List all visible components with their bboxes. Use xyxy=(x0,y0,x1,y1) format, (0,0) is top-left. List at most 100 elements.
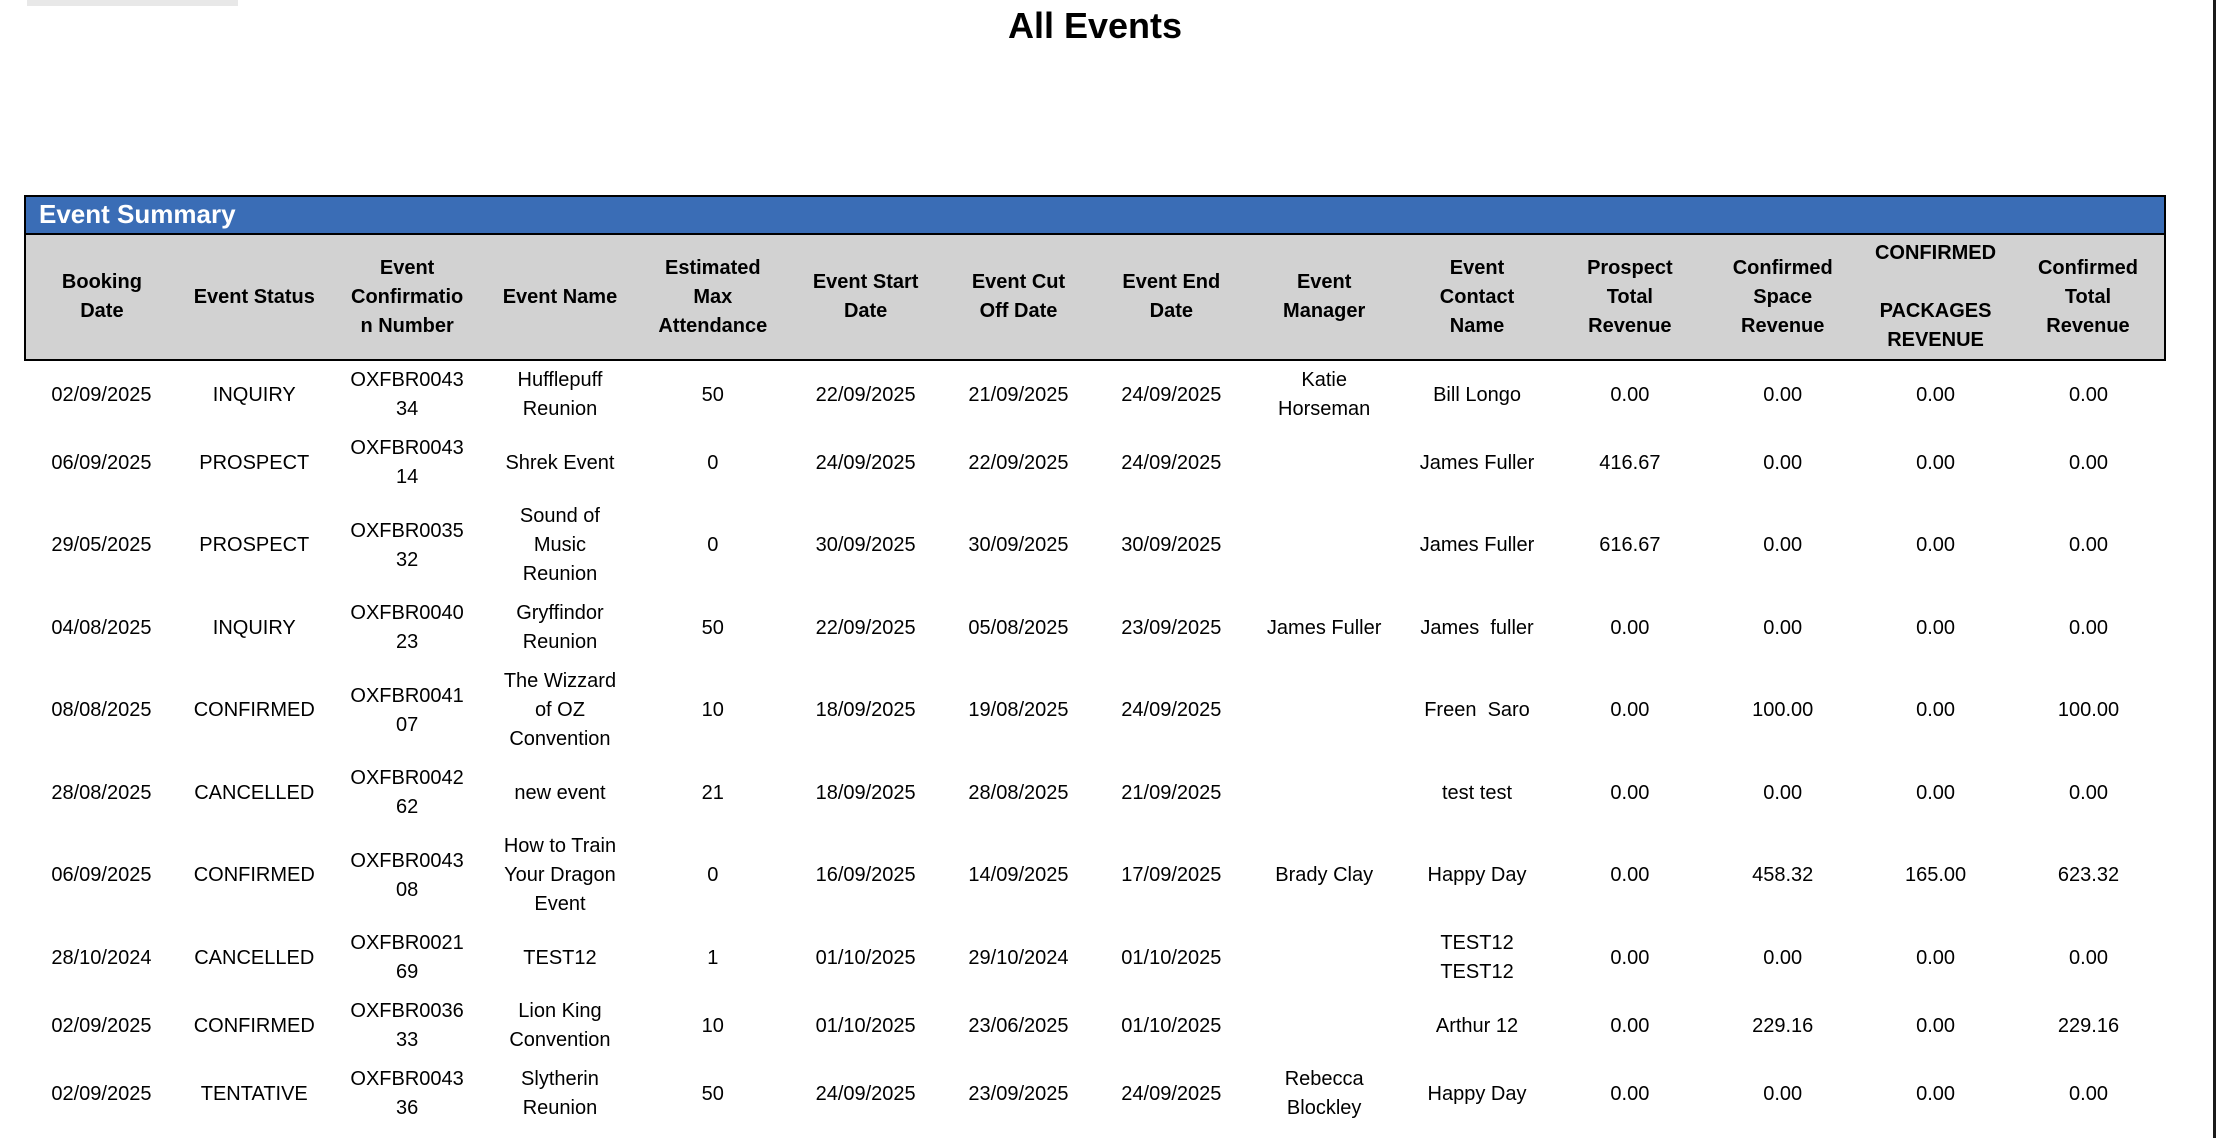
cell-confirmed_total: 229.16 xyxy=(2057,1014,2120,1037)
cell-confirmation_number: OXFBR0043 14 xyxy=(350,437,464,488)
cell-confirmation_number: OXFBR0035 32 xyxy=(350,519,464,571)
cell-confirmation_number: OXFBR0021 69 xyxy=(350,932,464,983)
cell-event_status: CONFIRMED xyxy=(193,864,315,886)
cell-confirmed_packages: 0.00 xyxy=(1916,451,1956,474)
cell-prospect_total: 0.00 xyxy=(1610,1014,1650,1037)
cell-prospect_total: 0.00 xyxy=(1610,699,1650,721)
cell-manager xyxy=(1248,662,1401,759)
cell-prospect_total: 0.00 xyxy=(1610,383,1650,406)
cell-confirmed_packages: 0.00 xyxy=(1916,781,1956,804)
event-summary-header-bar: Event Summary xyxy=(24,195,2166,235)
cell-confirmed_total: 0.00 xyxy=(2069,781,2108,804)
cell-booking_date: 28/10/2024 xyxy=(51,946,152,969)
column-header-booking_date: Booking Date xyxy=(24,235,178,361)
cell-attendance: 10 xyxy=(701,699,724,721)
column-header-event_name: Event Name xyxy=(483,235,637,361)
cell-contact: Freen Saro xyxy=(1424,699,1530,721)
cell-cutoff_date: 22/09/2025 xyxy=(968,451,1069,474)
cell-attendance: 10 xyxy=(701,1014,724,1037)
cell-end_date: 24/09/2025 xyxy=(1121,451,1222,474)
cell-booking_date: 06/09/2025 xyxy=(51,451,152,474)
cell-cutoff_date: 21/09/2025 xyxy=(968,383,1069,406)
cell-confirmed_packages: 165.00 xyxy=(1904,864,1967,886)
table-row: 28/10/2024 CANCELLED OXFBR0021 69 TEST12 1 01… xyxy=(25,924,2165,992)
cell-prospect_total: 0.00 xyxy=(1610,946,1650,969)
events-table: Booking Date Event Status Event Confirmati… xyxy=(24,235,2167,1128)
cell-confirmed_space: 458.32 xyxy=(1752,864,1814,886)
cell-confirmed_packages: 0.00 xyxy=(1916,1082,1956,1105)
cell-confirmed_space: 100.00 xyxy=(1752,699,1814,721)
page-title: All Events xyxy=(1007,5,1183,46)
cell-confirmed_total: 0.00 xyxy=(2069,383,2108,406)
cell-confirmed_space: 0.00 xyxy=(1763,383,1803,406)
cell-manager: James Fuller xyxy=(1266,616,1382,639)
cell-confirmed_packages: 0.00 xyxy=(1916,383,1956,406)
cell-event_name: Hufflepuff Reunion xyxy=(517,369,603,420)
column-header-prospect_total: Prospect Total Revenue xyxy=(1553,235,1707,361)
column-header-confirmation_number: Event Confirmatio n Number xyxy=(330,235,484,361)
column-header-attendance: Estimated Max Attendance xyxy=(636,235,790,361)
cell-event_name: Shrek Event xyxy=(505,451,615,474)
cell-confirmed_space: 0.00 xyxy=(1763,1082,1803,1105)
cell-event_status: CANCELLED xyxy=(194,781,315,804)
table-row: 06/09/2025 PROSPECT OXFBR0043 14 Shrek Even… xyxy=(25,429,2165,497)
cell-confirmation_number: OXFBR0041 07 xyxy=(350,684,464,736)
cell-cutoff_date: 23/06/2025 xyxy=(968,1014,1069,1037)
cell-confirmation_number: OXFBR0036 33 xyxy=(350,1000,464,1051)
cell-event_status: PROSPECT xyxy=(199,534,310,556)
cell-event_status: PROSPECT xyxy=(199,451,310,474)
cell-confirmed_space: 0.00 xyxy=(1763,451,1803,474)
cell-contact: James Fuller xyxy=(1419,451,1535,474)
top-scrollbar-remnant xyxy=(27,0,238,6)
cell-cutoff_date: 23/09/2025 xyxy=(968,1082,1069,1105)
column-header-event_status: Event Status xyxy=(177,235,331,361)
cell-event_status: TENTATIVE xyxy=(200,1082,308,1105)
cell-start_date: 01/10/2025 xyxy=(815,1014,916,1037)
cell-confirmation_number: OXFBR0042 62 xyxy=(350,767,464,818)
header-row: Booking Date Event Status Event Confirmati… xyxy=(24,235,2167,361)
cell-event_status: CONFIRMED xyxy=(193,699,315,721)
column-header-confirmed_space: Confirmed Space Revenue xyxy=(1706,235,1860,361)
cell-manager: Rebecca Blockley xyxy=(1284,1068,1364,1119)
cell-confirmed_packages: 0.00 xyxy=(1916,946,1956,969)
cell-contact: Happy Day xyxy=(1427,864,1527,886)
cell-attendance: 0 xyxy=(707,534,719,556)
cell-booking_date: 28/08/2025 xyxy=(51,781,152,804)
cell-end_date: 24/09/2025 xyxy=(1121,383,1222,406)
table-row: 02/09/2025 CONFIRMED OXFBR0036 33 Lion King… xyxy=(25,992,2165,1060)
cell-event_status: INQUIRY xyxy=(212,616,296,639)
cell-confirmed_packages: 0.00 xyxy=(1916,616,1956,639)
cell-attendance: 0 xyxy=(707,451,719,474)
cell-contact: Arthur 12 xyxy=(1435,1014,1519,1037)
cell-prospect_total: 0.00 xyxy=(1610,781,1650,804)
cell-confirmed_total: 0.00 xyxy=(2069,946,2108,969)
cell-prospect_total: 0.00 xyxy=(1610,1082,1650,1105)
cell-end_date: 01/10/2025 xyxy=(1121,1014,1222,1037)
cell-cutoff_date: 19/08/2025 xyxy=(968,699,1069,721)
cell-confirmed_packages: 0.00 xyxy=(1916,1014,1956,1037)
cell-end_date: 21/09/2025 xyxy=(1121,781,1222,804)
column-header-start_date: Event Start Date xyxy=(789,235,943,361)
cell-attendance: 1 xyxy=(707,946,719,969)
cell-manager xyxy=(1248,497,1401,594)
cell-start_date: 18/09/2025 xyxy=(815,699,916,721)
cell-event_name: How to Train Your Dragon Event xyxy=(503,835,617,915)
cell-confirmed_total: 0.00 xyxy=(2069,451,2108,474)
cell-contact: test test xyxy=(1442,781,1513,804)
cell-confirmed_total: 100.00 xyxy=(2057,699,2120,721)
cell-confirmed_packages: 0.00 xyxy=(1916,534,1956,556)
cell-booking_date: 08/08/2025 xyxy=(51,699,152,721)
table-row: 28/08/2025 CANCELLED OXFBR0042 62 new event… xyxy=(25,759,2165,827)
column-header-cutoff_date: Event Cut Off Date xyxy=(942,235,1095,361)
cell-end_date: 01/10/2025 xyxy=(1121,946,1222,969)
cell-start_date: 24/09/2025 xyxy=(815,451,916,474)
cell-manager xyxy=(1248,759,1401,827)
cell-start_date: 22/09/2025 xyxy=(815,616,916,639)
cell-event_status: CONFIRMED xyxy=(193,1014,315,1037)
cell-booking_date: 02/09/2025 xyxy=(51,1082,152,1105)
table-row: 04/08/2025 INQUIRY OXFBR0040 23 Gryffindor … xyxy=(25,594,2165,662)
column-header-manager: Event Manager xyxy=(1247,235,1401,361)
cell-confirmed_space: 0.00 xyxy=(1763,946,1803,969)
cell-confirmed_space: 0.00 xyxy=(1763,781,1803,804)
cell-cutoff_date: 28/08/2025 xyxy=(968,781,1069,804)
